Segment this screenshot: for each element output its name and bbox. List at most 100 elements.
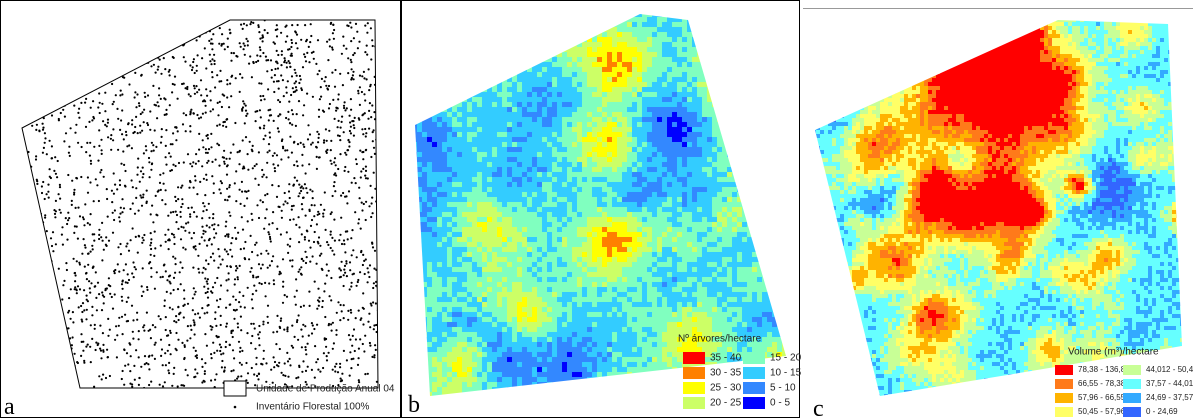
heat-cell	[637, 87, 642, 92]
tree-dot	[355, 256, 358, 259]
heat-cell	[462, 27, 467, 32]
heat-cell	[617, 17, 622, 22]
tree-dot	[167, 369, 170, 372]
tree-dot	[121, 287, 124, 290]
heat-cell	[447, 32, 452, 37]
heat-cell	[697, 42, 702, 47]
tree-dot	[67, 30, 70, 33]
tree-dot	[206, 137, 209, 140]
tree-dot	[295, 33, 299, 36]
tree-dot	[272, 211, 275, 214]
heat-cell	[532, 14, 537, 17]
heat-cell	[432, 52, 437, 57]
tree-dot	[376, 58, 378, 61]
tree-dot	[106, 356, 109, 359]
heat-cell	[522, 142, 527, 147]
heat-cell	[502, 162, 507, 167]
heat-cell	[527, 17, 532, 22]
heat-cell	[747, 137, 752, 142]
tree-dot	[289, 237, 292, 240]
heat-cell	[437, 37, 442, 42]
tree-dot	[332, 342, 335, 345]
heat-cell	[662, 67, 667, 72]
tree-dot	[198, 88, 201, 91]
tree-dot	[170, 232, 174, 235]
tree-dot	[220, 346, 223, 349]
heat-cell	[452, 62, 457, 67]
tree-dot	[195, 356, 199, 359]
heat-cell	[557, 102, 562, 107]
tree-dot	[301, 164, 304, 167]
heat-cell	[702, 87, 707, 92]
heat-cell	[682, 72, 687, 77]
heat-cell	[692, 27, 697, 32]
tree-dot	[106, 121, 109, 124]
tree-dot	[109, 137, 112, 140]
tree-dot	[327, 59, 330, 62]
tree-dot	[52, 250, 55, 253]
tree-dot	[130, 53, 133, 56]
heat-cell	[777, 14, 782, 17]
heat-cell	[592, 77, 597, 82]
heat-cell	[532, 92, 537, 97]
heat-cell	[752, 132, 757, 137]
tree-dot	[281, 301, 285, 304]
tree-dot	[318, 212, 321, 215]
tree-dot	[330, 162, 333, 165]
tree-dot	[204, 291, 207, 295]
heat-cell	[522, 62, 527, 67]
tree-dot	[59, 211, 62, 214]
heat-cell	[617, 97, 622, 102]
tree-dot	[341, 372, 344, 375]
heat-cell	[717, 162, 722, 167]
heat-cell	[587, 27, 592, 32]
tree-dot	[193, 211, 196, 214]
tree-dot	[285, 231, 288, 234]
heat-cell	[517, 72, 522, 77]
heat-cell	[742, 112, 747, 117]
tree-dot	[273, 170, 277, 173]
tree-dot	[269, 237, 272, 241]
tree-dot	[300, 273, 303, 276]
tree-dot	[53, 347, 56, 350]
heat-cell	[717, 157, 722, 162]
tree-dot	[37, 66, 40, 69]
heat-cell	[717, 97, 722, 102]
heat-cell	[577, 102, 582, 107]
heat-cell	[762, 132, 767, 137]
heat-cell	[582, 77, 587, 82]
heat-cell	[692, 162, 697, 167]
tree-dot	[237, 231, 240, 234]
tree-dot	[291, 259, 294, 262]
heat-cell	[502, 137, 507, 142]
tree-dot	[160, 72, 163, 75]
heat-cell	[722, 137, 727, 142]
tree-dot	[173, 320, 176, 323]
tree-dot	[197, 267, 200, 270]
heat-cell	[697, 32, 702, 37]
heat-cell	[492, 107, 497, 112]
heat-cell	[457, 87, 462, 92]
tree-dot	[288, 48, 291, 51]
heat-cell	[732, 87, 737, 92]
tree-dot	[293, 335, 296, 338]
tree-dot	[41, 370, 45, 373]
tree-dot	[287, 118, 290, 121]
tree-dot	[101, 332, 104, 335]
heat-cell	[762, 57, 767, 62]
heat-cell	[662, 17, 667, 22]
tree-dot	[114, 94, 117, 97]
tree-dot	[262, 127, 265, 130]
tree-dot	[228, 157, 231, 160]
heat-cell	[682, 22, 687, 27]
tree-dot	[40, 51, 43, 55]
heat-cell	[482, 167, 487, 172]
tree-dot	[251, 250, 254, 254]
heat-cell	[547, 127, 552, 132]
heat-cell	[422, 92, 427, 97]
tree-dot	[23, 144, 26, 147]
tree-dot	[327, 324, 330, 327]
heat-cell	[782, 107, 786, 112]
tree-dot	[242, 48, 245, 51]
heat-cell	[537, 62, 542, 67]
